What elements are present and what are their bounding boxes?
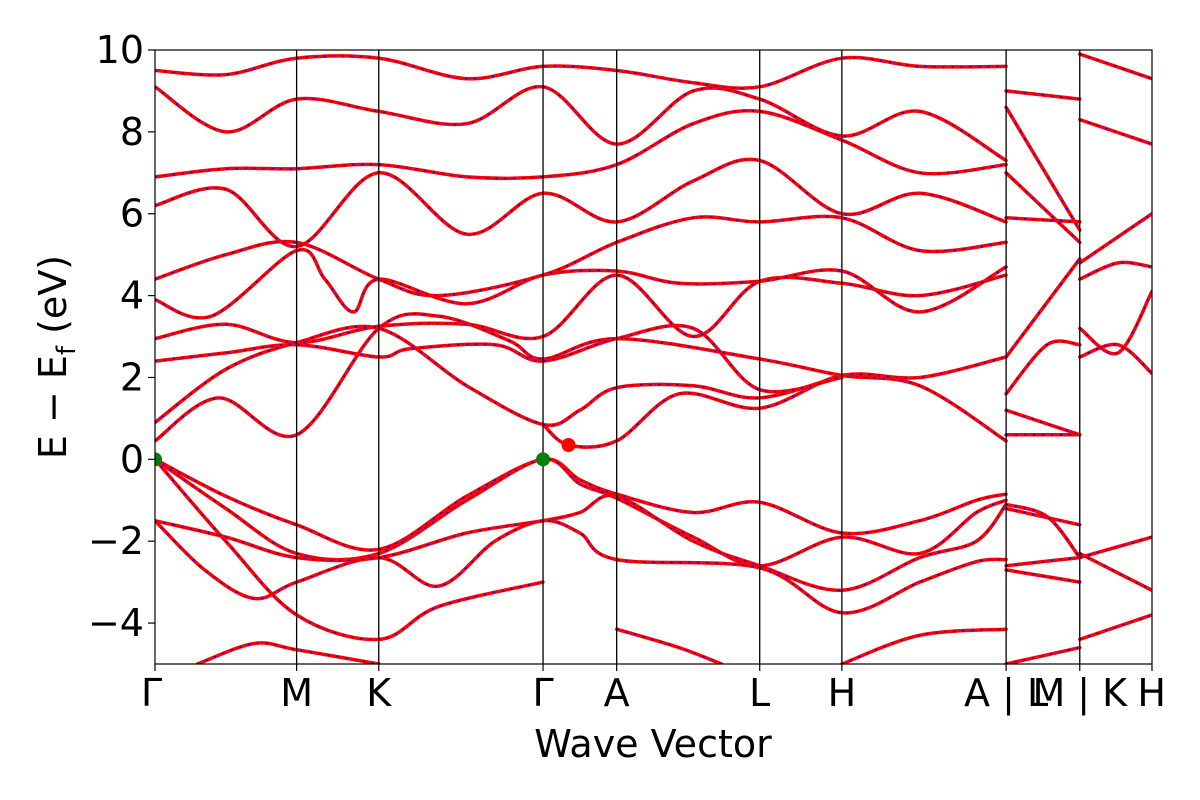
band-line-fit-26 (1005, 340, 1080, 395)
y-axis-label-unit: (eV) (31, 255, 75, 346)
y-tick-label-1: −2 (88, 519, 144, 563)
band-line-fit-4 (155, 458, 544, 641)
band-line-fit-37 (1079, 261, 1152, 280)
band-line-dft-40 (1078, 52, 1152, 81)
band-line-dft-14 (155, 214, 1008, 298)
vbm-marker-0 (155, 452, 162, 467)
band-line-fit-30 (1005, 106, 1081, 231)
band-line-dft-3 (155, 518, 1008, 615)
band-line-dft-5 (195, 641, 381, 664)
y-tick-label-0: −4 (88, 601, 144, 645)
x-tick-label-0: Γ (141, 671, 162, 715)
x-axis-label: Wave Vector (534, 722, 772, 766)
band-line-fit-38 (1079, 213, 1152, 264)
y-tick-label-7: 10 (96, 28, 144, 72)
band-line-dft-6 (614, 627, 724, 664)
x-tick-label-5: L (749, 671, 770, 715)
vbm-marker-1 (536, 452, 551, 467)
x-tick-label-6: H (828, 671, 857, 715)
extrema-markers-group (155, 438, 576, 467)
band-line-fit-22 (1005, 569, 1080, 583)
band-line-fit-19 (1005, 507, 1080, 526)
band-line-fit-31 (1006, 90, 1080, 100)
band-line-fit-3 (155, 519, 1007, 614)
band-line-fit-28 (1006, 217, 1080, 223)
band-line-fit-13 (155, 248, 1007, 319)
x-tick-label-1: M (280, 671, 313, 715)
band-line-dft-17 (155, 85, 1008, 163)
band-line-dft-34 (1078, 613, 1152, 642)
band-line-dft-33 (1078, 551, 1152, 593)
band-line-fit-23 (1005, 646, 1080, 664)
band-line-dft-26 (1004, 339, 1082, 396)
band-line-dft-15 (155, 157, 1008, 249)
x-tick-label-3: Γ (532, 671, 553, 715)
cbm-marker-2 (561, 438, 576, 453)
band-line-fit-27 (1005, 258, 1081, 358)
plot-frame (154, 49, 1153, 665)
y-tick-label-3: 2 (120, 355, 144, 399)
y-axis-label-main: E − E (31, 355, 75, 459)
x-tick-label-2: K (366, 671, 392, 715)
x-tick-label-7: A | L (964, 671, 1048, 716)
y-axis-ticks: −4 −2 0 2 4 6 8 10 (88, 28, 155, 645)
band-line-fit-2 (155, 494, 1007, 592)
y-tick-label-5: 6 (120, 192, 144, 236)
band-line-fit-35 (1079, 343, 1152, 375)
band-line-dft-36 (1078, 289, 1152, 356)
band-line-dft-12 (155, 273, 1008, 345)
band-line-fit-5 (197, 642, 379, 664)
band-line-dft-0 (155, 457, 1008, 552)
band-line-dft-16 (155, 109, 1008, 181)
band-line-dft-10 (155, 324, 844, 428)
band-line-dft-25 (1004, 408, 1082, 437)
y-axis-label-subscript: f (52, 345, 82, 355)
y-axis-label: E − Ef (eV) (31, 255, 82, 459)
band-line-fit-32 (1079, 536, 1152, 559)
band-line-fit-12 (155, 274, 1007, 344)
x-tick-label-4: A (604, 671, 630, 715)
band-line-dft-30 (1004, 105, 1082, 232)
band-line-fit-7 (841, 628, 1007, 664)
band-line-dft-35 (1078, 342, 1152, 376)
x-tick-label-8: M | K (1032, 671, 1128, 716)
band-line-dft-7 (840, 627, 1008, 664)
y-tick-label-6: 8 (120, 110, 144, 154)
band-line-fit-9 (542, 356, 1007, 448)
band-line-dft-29 (1004, 171, 1082, 245)
band-line-fit-14 (155, 215, 1007, 297)
band-line-fit-11 (155, 324, 843, 393)
band-line-dft-18 (155, 54, 1008, 91)
band-line-fit-20 (1005, 503, 1081, 559)
band-line-fit-25 (1005, 409, 1081, 436)
y-tick-label-2: 0 (120, 437, 144, 481)
band-line-fit-21 (1006, 556, 1080, 567)
kpath-divider-group (295, 50, 1081, 664)
band-line-dft-8 (155, 312, 1008, 443)
band-line-fit-6 (616, 628, 722, 664)
band-line-fit-17 (155, 85, 1007, 162)
x-tick-label-9: H (1137, 671, 1166, 715)
bands-group (155, 52, 1152, 664)
y-tick-label-4: 4 (120, 274, 144, 318)
band-line-fit-0 (155, 458, 1007, 551)
band-line-dft-39 (1078, 117, 1152, 146)
band-line-dft-9 (541, 355, 1008, 449)
